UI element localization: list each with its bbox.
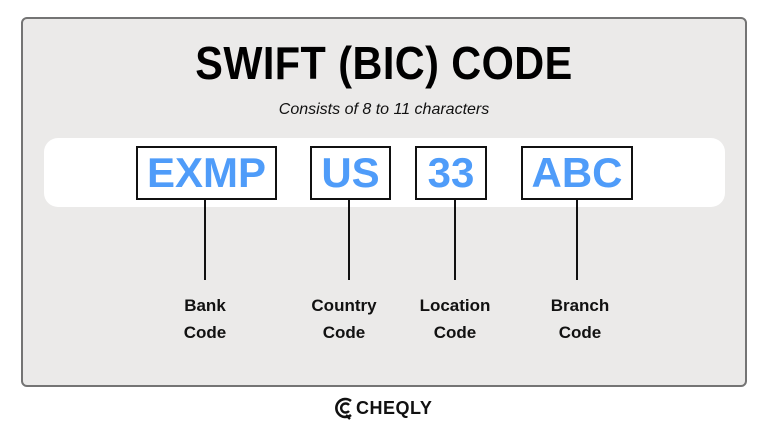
country-code-box: US [310, 146, 391, 200]
label-line: Branch [550, 296, 610, 315]
bank-code-label: Bank Code [145, 292, 265, 346]
label-line: Country [311, 296, 377, 315]
label-line: Code [558, 323, 602, 342]
country-connector-line [348, 199, 350, 280]
bank-connector-line [204, 199, 206, 280]
location-connector-line [454, 199, 456, 280]
cheqly-logo: CHEQLY [334, 395, 434, 421]
bank-code-box: EXMP [136, 146, 277, 200]
label-line: Location [419, 296, 491, 315]
location-code-label: Location Code [395, 292, 515, 346]
diagram-subtitle: Consists of 8 to 11 characters [278, 101, 490, 118]
location-code-box: 33 [415, 146, 487, 200]
branch-code-label: Branch Code [520, 292, 640, 346]
logo-text: CHEQLY [356, 397, 433, 418]
branch-connector-line [576, 199, 578, 280]
branch-code-box: ABC [521, 146, 633, 200]
label-line: Code [322, 323, 366, 342]
country-code-label: Country Code [284, 292, 404, 346]
label-line: Bank [184, 296, 226, 315]
label-line: Code [183, 323, 227, 342]
diagram-title: SWIFT (BIC) CODE [195, 37, 573, 89]
label-line: Code [433, 323, 477, 342]
cheqly-c-logo-icon [335, 397, 352, 420]
